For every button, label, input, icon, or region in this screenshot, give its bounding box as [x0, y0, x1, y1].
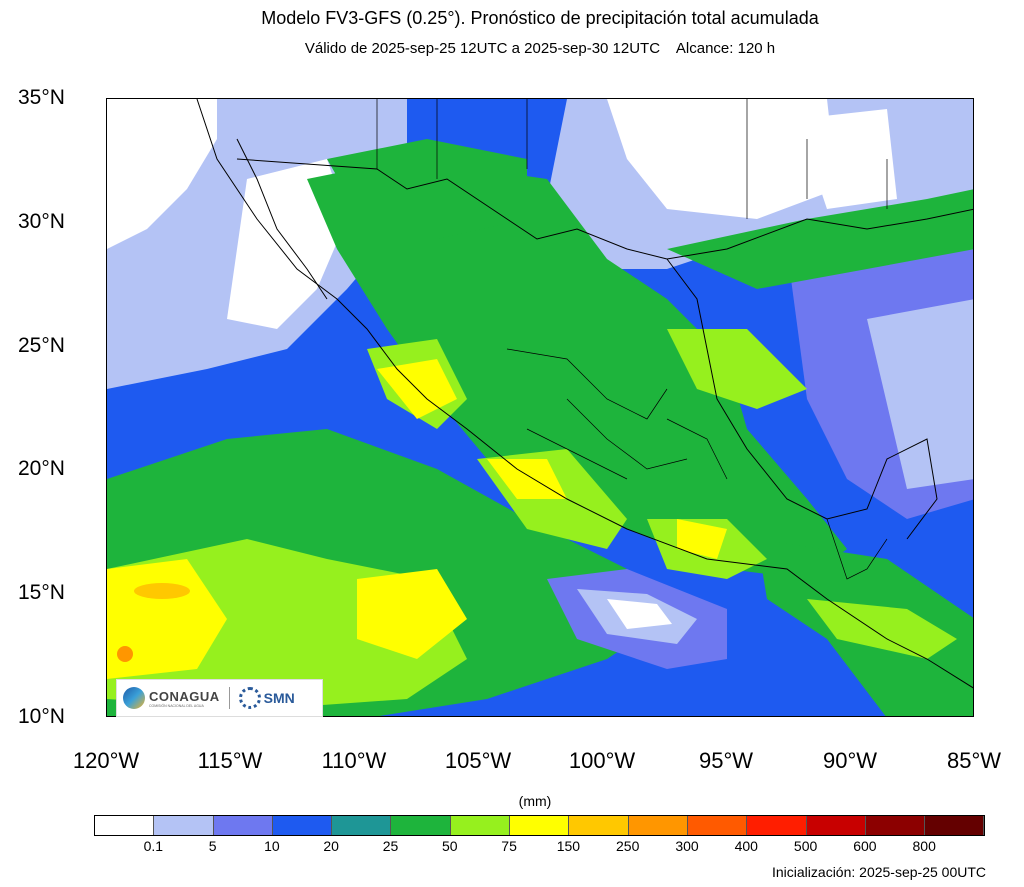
legend-label: 25 [382, 838, 399, 854]
color-legend [94, 815, 986, 836]
legend-units: (mm) [518, 793, 552, 809]
lat-tick-25: 25°N [18, 334, 65, 357]
legend-swatch [95, 816, 155, 835]
legend-swatch [569, 816, 629, 835]
lon-tick-105w: 105°W [444, 748, 512, 773]
lat-tick-20: 20°N [18, 457, 65, 480]
legend-label: 250 [616, 838, 640, 854]
map-title: Modelo FV3-GFS (0.25°). Pronóstico de pr… [261, 8, 819, 28]
map-subtitle: Válido de 2025-sep-25 12UTC a 2025-sep-3… [304, 40, 776, 57]
lat-tick-35: 35°N [18, 86, 65, 109]
legend-swatch [687, 816, 748, 835]
legend-swatch [391, 816, 451, 835]
conagua-name: CONAGUA [149, 688, 220, 704]
precipitation-map [106, 98, 974, 717]
legend-label: 500 [793, 838, 818, 854]
legend-swatch [154, 816, 214, 835]
lat-tick-10: 10°N [18, 705, 65, 728]
logo-separator [228, 687, 230, 709]
legend-label: 20 [323, 838, 339, 854]
lon-tick-90w: 90°W [822, 748, 878, 773]
legend-swatch [628, 816, 688, 835]
legend-swatch [510, 816, 570, 835]
legend-label: 150 [556, 838, 581, 854]
precipitation-field [107, 99, 973, 716]
conagua-logo-icon [123, 687, 145, 709]
legend-label: 10 [264, 838, 280, 854]
lon-tick-100w: 100°W [568, 748, 636, 773]
legend-swatch [925, 816, 985, 835]
agency-logos: CONAGUA COMISIÓN NACIONAL DEL AGUA SMN [116, 679, 323, 717]
legend-swatch [272, 816, 333, 835]
lon-tick-115w: 115°W [197, 748, 263, 773]
legend-label: 400 [734, 838, 758, 854]
legend-label: 800 [912, 838, 936, 854]
legend-label: 300 [675, 838, 699, 854]
legend-label: 75 [501, 838, 517, 854]
smn-logo-icon [238, 687, 261, 709]
legend-label: 50 [442, 838, 458, 854]
legend-label: 600 [853, 838, 877, 854]
lon-tick-95w: 95°W [698, 748, 754, 773]
legend-swatch [806, 816, 866, 835]
smn-name: SMN [263, 690, 295, 706]
lon-tick-85w: 85°W [946, 748, 1002, 773]
lon-tick-120w: 120°W [72, 748, 140, 773]
legend-label: 0.1 [143, 838, 164, 854]
legend-swatch [865, 816, 926, 835]
conagua-subtitle: COMISIÓN NACIONAL DEL AGUA [149, 703, 204, 708]
legend-swatch [747, 816, 807, 835]
lat-tick-30: 30°N [18, 210, 65, 233]
legend-swatch [332, 816, 392, 835]
legend-label: 5 [208, 838, 217, 854]
lon-tick-110w: 110°W [321, 748, 387, 773]
legend-swatch [213, 816, 273, 835]
initialization-time: Inicialización: 2025-sep-25 00UTC [772, 864, 986, 880]
lat-tick-15: 15°N [18, 581, 65, 604]
legend-swatch [450, 816, 511, 835]
